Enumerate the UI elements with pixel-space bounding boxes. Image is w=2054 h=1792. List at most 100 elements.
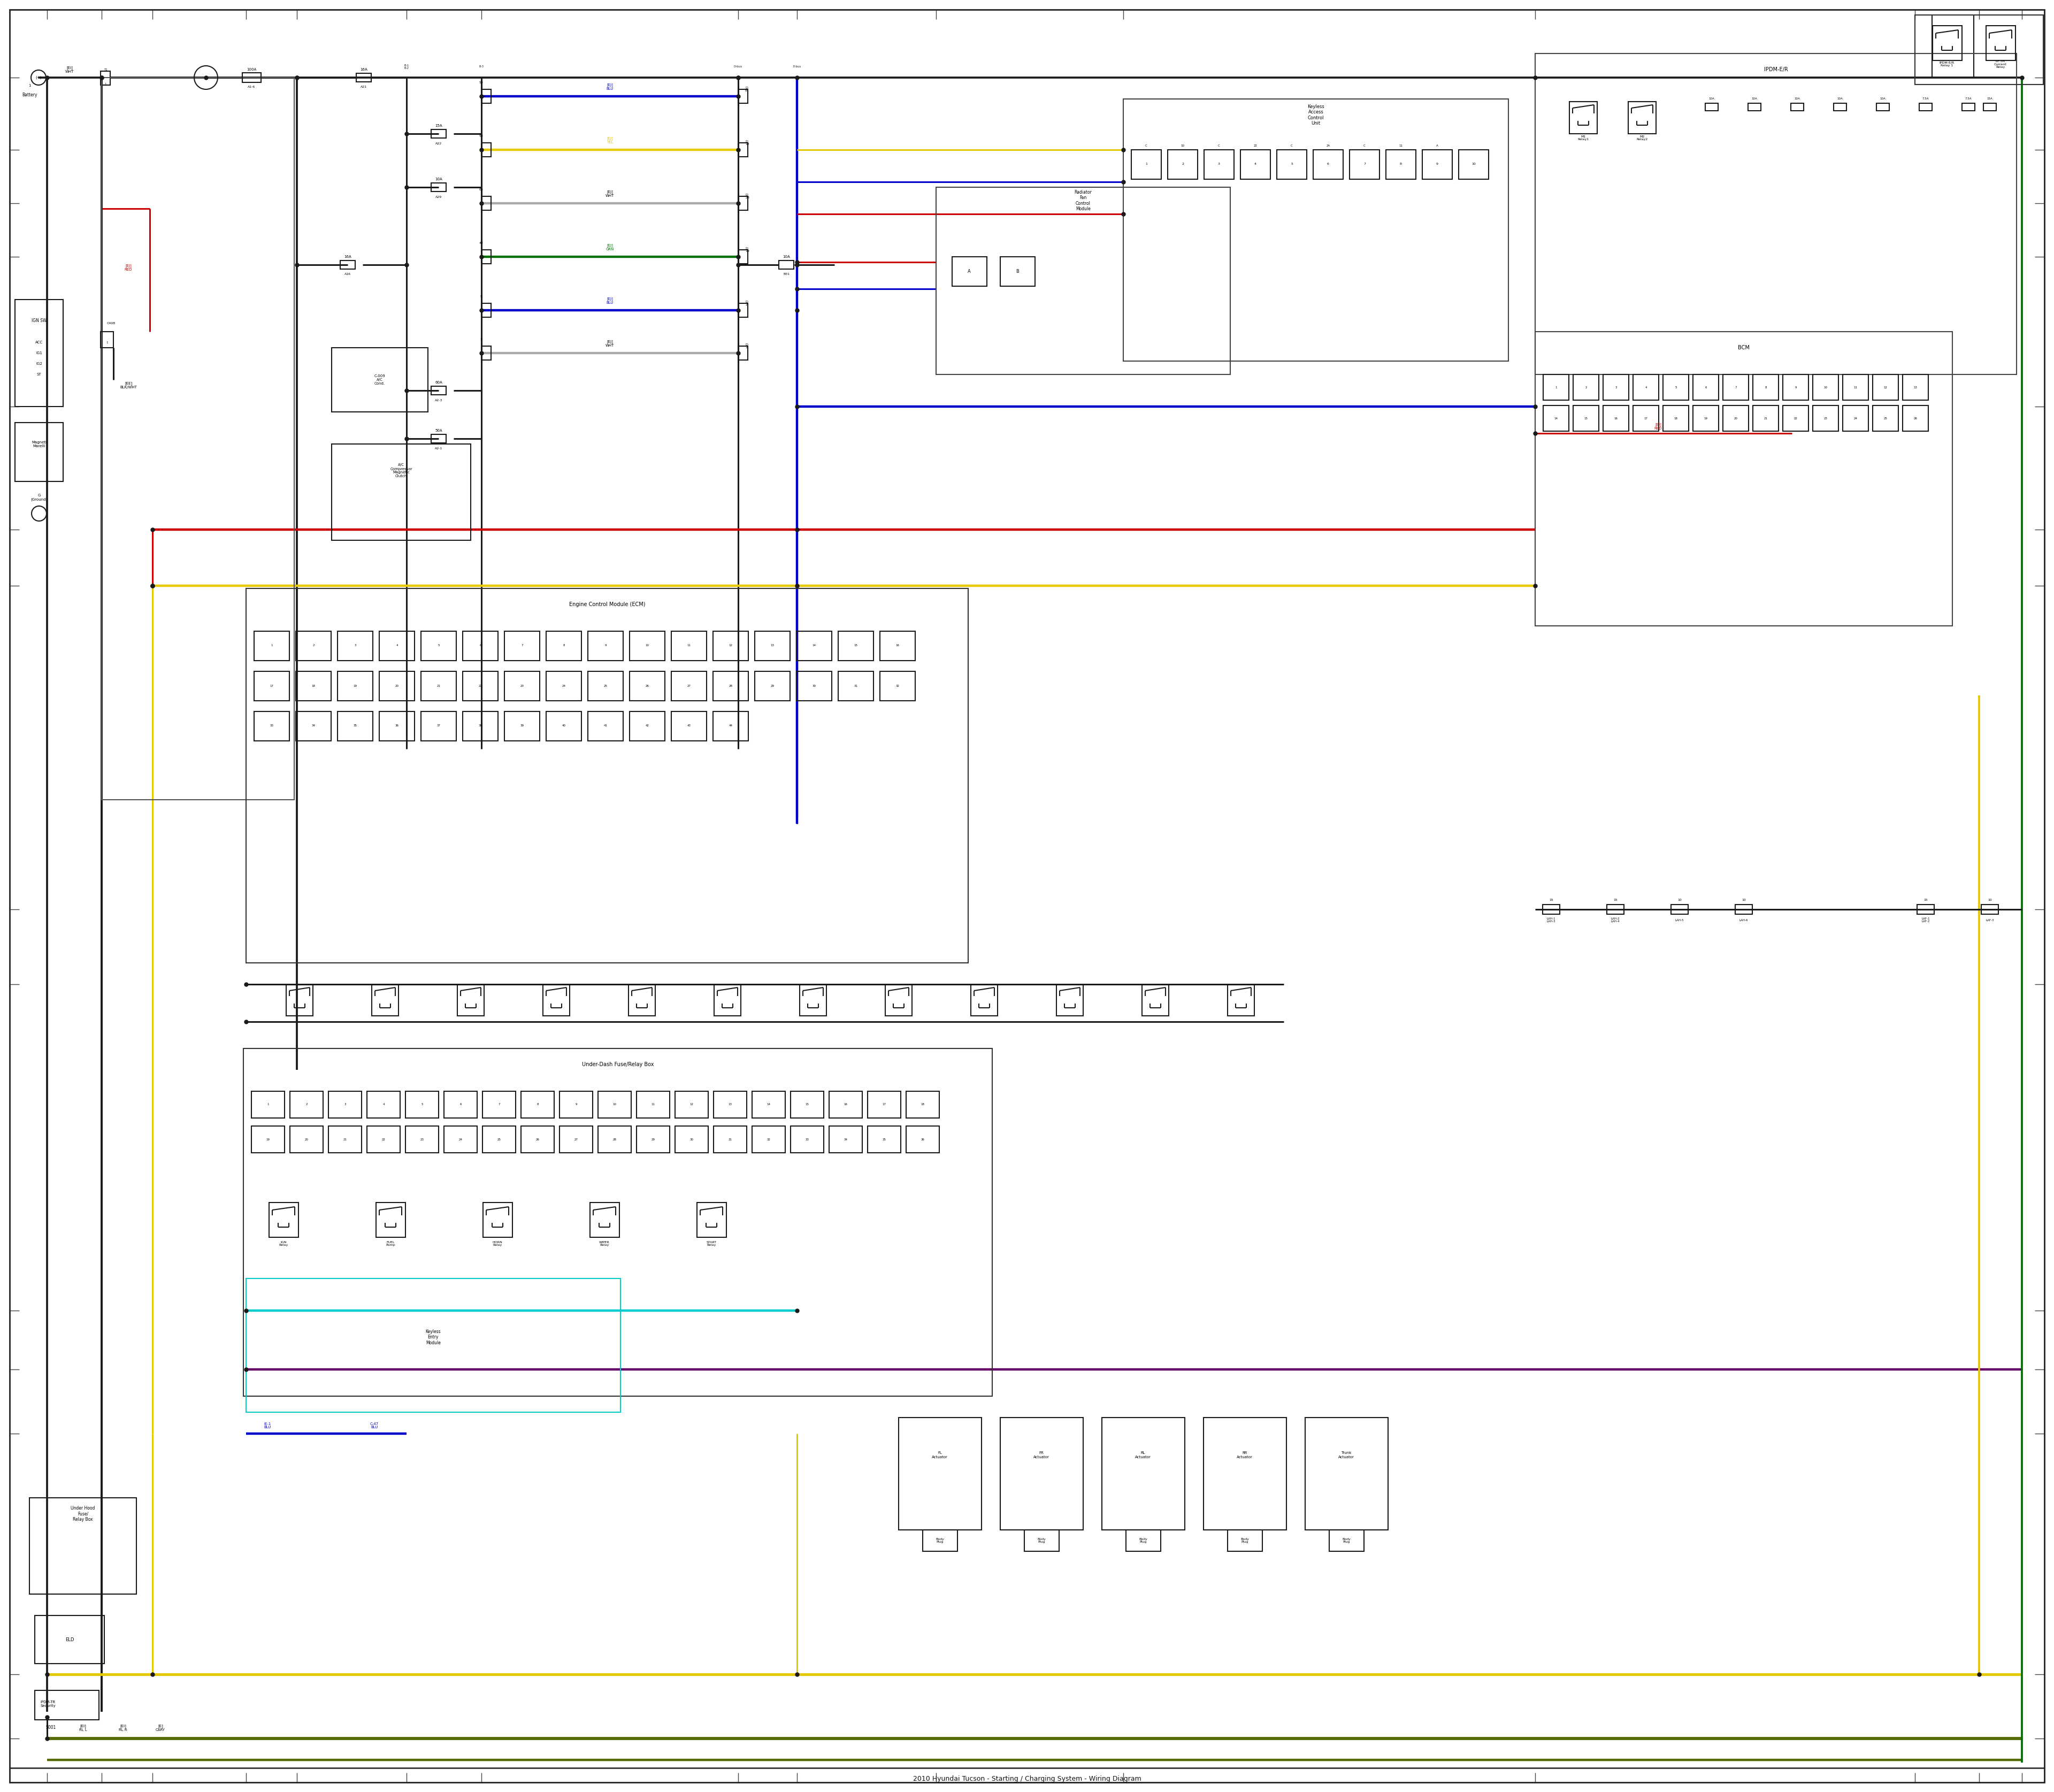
Bar [713,672,748,701]
Bar [715,986,741,1016]
Text: 36: 36 [920,1138,924,1142]
Bar [1534,54,2017,375]
Bar [242,73,261,82]
Text: 37: 37 [438,724,440,728]
Bar [1791,104,1803,111]
Text: 15: 15 [1584,418,1588,419]
Bar [329,1091,362,1118]
Bar [1705,104,1717,111]
Text: 11: 11 [688,645,690,647]
Text: D
1: D 1 [746,344,748,349]
Text: 2: 2 [1181,163,1183,165]
Text: 13: 13 [729,1104,731,1106]
Text: 32: 32 [766,1138,770,1142]
Text: 23: 23 [520,685,524,686]
Bar [1877,104,1890,111]
Bar [481,143,491,156]
Text: T1: T1 [103,68,107,72]
Text: 59: 59 [479,134,483,138]
Text: 67.5A
Current
Relay: 67.5A Current Relay [1994,59,2007,68]
Text: 3: 3 [481,339,483,340]
Bar [1842,375,1869,400]
Bar [1313,151,1343,179]
Bar [380,711,415,740]
Text: 7.5A: 7.5A [1966,97,1972,100]
Text: 60A: 60A [435,382,442,383]
Bar [368,1091,401,1118]
Text: [EJ]
WHT: [EJ] WHT [606,190,614,197]
Text: IG2: IG2 [35,362,43,366]
Bar [791,1125,824,1152]
Bar [1534,332,1953,625]
Bar [797,672,832,701]
Bar [830,1125,863,1152]
Text: 22: 22 [382,1138,386,1142]
Text: 15A: 15A [435,124,442,127]
Bar [14,423,64,482]
Bar [629,986,655,1016]
Bar [341,260,355,269]
Bar [587,672,622,701]
Bar [752,1125,785,1152]
Text: 42: 42 [645,724,649,728]
Text: A16: A16 [345,272,351,276]
Bar [405,1125,440,1152]
Bar [1228,986,1255,1016]
Text: Engine Control Module (ECM): Engine Control Module (ECM) [569,602,645,607]
Text: FUEL
Pump: FUEL Pump [386,1240,394,1247]
Bar [737,143,748,156]
Text: 26: 26 [536,1138,540,1142]
Text: 27: 27 [575,1138,577,1142]
Text: 33: 33 [269,724,273,728]
Text: 14: 14 [766,1104,770,1106]
Text: B-1
B-2: B-1 B-2 [405,65,409,70]
Text: [EI]
WHT: [EI] WHT [66,66,74,73]
Bar [101,72,111,84]
Text: A1-6: A1-6 [249,86,255,88]
Bar [1783,405,1808,432]
Text: 42: 42 [479,242,483,246]
Text: 35: 35 [353,724,357,728]
Text: ACC: ACC [35,340,43,344]
Bar [900,1417,982,1530]
Bar [713,1125,748,1152]
Bar [953,256,986,287]
Bar [1723,405,1748,432]
Text: 8: 8 [1401,163,1403,165]
Bar [329,1125,362,1152]
Bar [35,1615,105,1663]
Bar [522,1125,555,1152]
Bar [251,1091,286,1118]
Text: 10A: 10A [1795,97,1799,100]
Text: IPDM-E/R: IPDM-E/R [1764,66,1787,72]
Text: G
(Ground): G (Ground) [31,495,47,502]
Bar [1902,405,1929,432]
Bar [1982,905,1999,914]
Bar [1142,986,1169,1016]
Text: [EJ]
YEL: [EJ] YEL [606,136,614,143]
Text: 10A: 10A [1752,97,1758,100]
Bar [296,711,331,740]
Text: 32: 32 [896,685,900,686]
Text: 10A: 10A [1709,97,1715,100]
Text: D
2: D 2 [746,301,748,306]
Text: 15: 15 [1612,898,1616,901]
Bar [1304,1417,1389,1530]
Bar [255,672,290,701]
Bar [462,672,497,701]
Text: A2-1: A2-1 [435,446,442,450]
Text: 31: 31 [729,1138,731,1142]
Text: 9: 9 [1436,163,1438,165]
Bar [1933,25,1962,61]
Text: 20: 20 [304,1138,308,1142]
Bar [483,1125,516,1152]
Text: 11: 11 [651,1104,655,1106]
Text: 10: 10 [1678,898,1682,901]
Text: [EI]
RL L: [EI] RL L [78,1724,86,1731]
Bar [242,1048,992,1396]
Bar [1873,405,1898,432]
Bar [867,1091,902,1118]
Bar [838,672,873,701]
Bar [505,631,540,661]
Text: 30: 30 [690,1138,694,1142]
